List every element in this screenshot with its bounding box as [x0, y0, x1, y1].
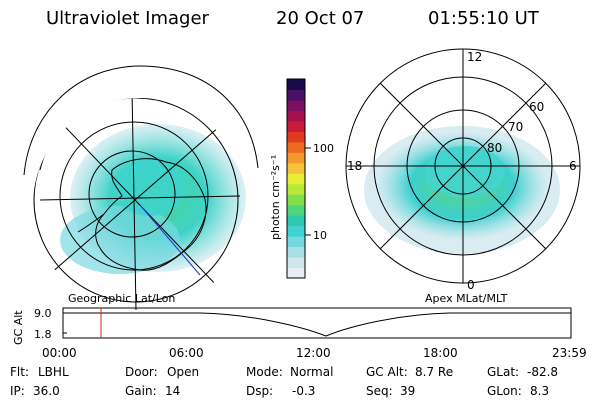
- colorbar-cell: [287, 204, 305, 216]
- status-block: Flt: LBHL IP: 36.0 Door: Open Gain: 14 M…: [10, 365, 558, 398]
- gain-label: Gain:: [125, 384, 157, 398]
- xtick-0000: 00:00: [42, 346, 77, 360]
- colorbar-cell: [287, 110, 305, 122]
- glat-label: GLat:: [487, 365, 519, 379]
- mag-ring-70: [406, 109, 520, 223]
- flt-label: Flt:: [10, 365, 29, 379]
- geographic-caption: Geographic Lat/Lon: [68, 292, 175, 305]
- geographic-map: [23, 65, 259, 311]
- geo-track-line: [139, 204, 201, 276]
- colorbar-cell: [287, 183, 305, 195]
- altitude-curve: [63, 312, 571, 337]
- dsp-label: Dsp:: [246, 384, 273, 398]
- peninsula-outline: [77, 213, 105, 233]
- geo-aurora-core: [114, 160, 186, 216]
- flt-value: LBHL: [38, 365, 69, 379]
- colorbar-cell: [287, 152, 305, 164]
- door-value: Open: [167, 365, 199, 379]
- mode-label: Mode:: [246, 365, 283, 379]
- geo-lat-ring-mid: [59, 121, 209, 271]
- geo-edge-arc: [23, 65, 259, 176]
- colorbar-cell: [287, 120, 305, 132]
- mlt-label-0: 0: [467, 278, 475, 292]
- colorbar-cell: [287, 246, 305, 258]
- xtick-1800: 18:00: [423, 346, 458, 360]
- xtick-2359: 23:59: [552, 346, 587, 360]
- door-label: Door:: [125, 365, 158, 379]
- colorbar-cell: [287, 194, 305, 206]
- date-label: 20 Oct 07: [276, 8, 364, 29]
- ip-value: 36.0: [33, 384, 60, 398]
- colorbar-tick-10: 10: [313, 229, 327, 242]
- time-label: 01:55:10 UT: [428, 8, 540, 29]
- magnetic-map: 12 18 6 0 60 70 80: [345, 48, 581, 292]
- altitude-plot: GC Alt 9.0 1.8 00:00 06:00 12:00 18:00 2…: [12, 307, 587, 360]
- dsp-value: -0.3: [292, 384, 315, 398]
- geo-meridian-c: [39, 195, 241, 201]
- mlt-label-18: 18: [347, 159, 362, 173]
- magnetic-caption: Apex MLat/MLT: [425, 292, 508, 305]
- mlat-label-60: 60: [529, 100, 544, 114]
- xtick-0600: 06:00: [169, 346, 204, 360]
- colorbar-cell: [287, 225, 305, 237]
- colorbar: 100 10 photon cm⁻²s⁻¹: [269, 78, 334, 279]
- mlt-label-6: 6: [569, 159, 577, 173]
- geo-meridian-d: [131, 98, 137, 311]
- colorbar-cell: [287, 89, 305, 101]
- geo-aurora-haze: [60, 206, 180, 274]
- mag-aurora-core: [425, 146, 505, 198]
- mag-ring-80: [434, 137, 492, 195]
- instrument-title: Ultraviolet Imager: [46, 8, 210, 29]
- glon-value: 8.3: [530, 384, 549, 398]
- mag-diagonal-b: [379, 82, 547, 250]
- xtick-1200: 12:00: [296, 346, 331, 360]
- geo-lat-ring-inner: [88, 150, 176, 238]
- glon-label: GLon:: [487, 384, 522, 398]
- seq-label: Seq:: [366, 384, 393, 398]
- colorbar-cell: [287, 236, 305, 248]
- colorbar-cell: [287, 79, 305, 90]
- colorbar-cell: [287, 141, 305, 153]
- colorbar-frame: [286, 78, 306, 279]
- colorbar-cell: [287, 162, 305, 174]
- mlt-label-12: 12: [467, 50, 482, 64]
- colorbar-cell: [287, 131, 305, 143]
- geo-meridian-b: [33, 99, 247, 301]
- altitude-ytick-1-8: 1.8: [34, 328, 52, 341]
- mode-value: Normal: [290, 365, 333, 379]
- colorbar-label: photon cm⁻²s⁻¹: [269, 155, 282, 240]
- gain-value: 14: [165, 384, 180, 398]
- colorbar-cell: [287, 267, 305, 279]
- mlat-label-70: 70: [508, 120, 523, 134]
- altitude-ylabel: GC Alt: [12, 310, 25, 345]
- colorbar-cell: [287, 257, 305, 269]
- gcalt-value: 8.7 Re: [415, 365, 453, 379]
- colorbar-cell: [287, 99, 305, 111]
- mag-ring-60: [373, 76, 553, 256]
- altitude-plot-frame: [62, 307, 572, 339]
- mag-ring-outer: [345, 48, 581, 284]
- glat-value: -82.8: [527, 365, 558, 379]
- gcalt-label: GC Alt:: [366, 365, 408, 379]
- mlat-label-80: 80: [487, 141, 502, 155]
- colorbar-cell: [287, 215, 305, 227]
- colorbar-tick-100: 100: [313, 142, 334, 155]
- altitude-ytick-9: 9.0: [34, 307, 52, 320]
- seq-value: 39: [400, 384, 415, 398]
- ip-label: IP:: [10, 384, 25, 398]
- colorbar-cell: [287, 173, 305, 185]
